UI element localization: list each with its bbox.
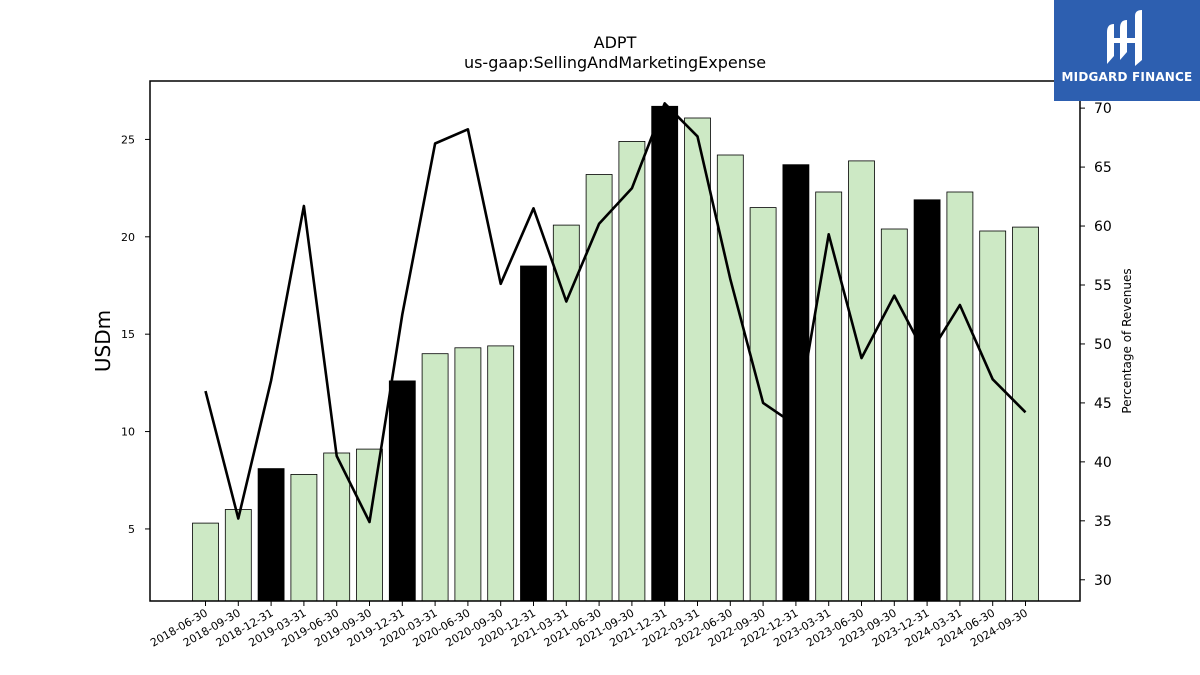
y2-tick-label: 70 [1094, 101, 1112, 117]
y-axis-label: USDm [91, 310, 115, 372]
y2-tick-label: 65 [1094, 160, 1112, 176]
brand-name: MIDGARD FINANCE [1061, 70, 1193, 84]
bar [585, 174, 613, 602]
bar [618, 140, 646, 602]
y2-tick-label: 55 [1094, 278, 1112, 294]
bar [684, 117, 711, 602]
bar [224, 509, 252, 602]
bar [520, 265, 547, 602]
y-axis-right: 30 35 40 45 50 55 60 65 70 [1080, 101, 1112, 589]
y2-tick-label: 40 [1094, 455, 1112, 471]
bar [421, 353, 449, 602]
bar [782, 164, 810, 602]
y-tick-label: 5 [128, 523, 135, 536]
y2-tick-label: 30 [1094, 573, 1112, 589]
bar [651, 105, 679, 602]
bar [848, 160, 875, 602]
chart-subtitle: us-gaap:SellingAndMarketingExpense [464, 53, 766, 72]
bar [290, 473, 318, 602]
bar [716, 154, 744, 602]
bar [946, 191, 974, 602]
brand-logo: MIDGARD FINANCE [1054, 0, 1200, 101]
y-axis-left: 5 10 15 20 25 [121, 133, 150, 536]
bar [1012, 226, 1039, 602]
bar [388, 380, 416, 602]
y2-tick-label: 50 [1094, 337, 1112, 353]
bar [880, 228, 908, 602]
bar [552, 224, 580, 602]
series-line [204, 102, 1027, 524]
bar [979, 230, 1007, 602]
y2-tick-label: 35 [1094, 514, 1112, 530]
bar [454, 347, 482, 602]
y2-tick-label: 45 [1094, 396, 1112, 412]
bar [913, 199, 941, 602]
y2-axis-label: Percentage of Revenues [1120, 268, 1134, 413]
bar [257, 468, 285, 602]
y2-tick-label: 60 [1094, 219, 1112, 235]
line-group [204, 102, 1027, 524]
bar [815, 191, 843, 602]
chart-title: ADPT [594, 33, 637, 52]
bar [323, 452, 351, 602]
bar-group [192, 105, 1039, 602]
y-tick-label: 20 [121, 231, 135, 244]
y-tick-label: 25 [121, 133, 135, 146]
bar [487, 345, 515, 602]
y-tick-label: 15 [121, 328, 135, 341]
y-tick-label: 10 [121, 426, 135, 439]
plot-frame [149, 80, 1081, 602]
mf-monogram-icon [1107, 10, 1142, 66]
x-axis: 2018-06-302018-09-302018-12-312019-03-31… [148, 601, 1030, 650]
bar [192, 522, 219, 602]
